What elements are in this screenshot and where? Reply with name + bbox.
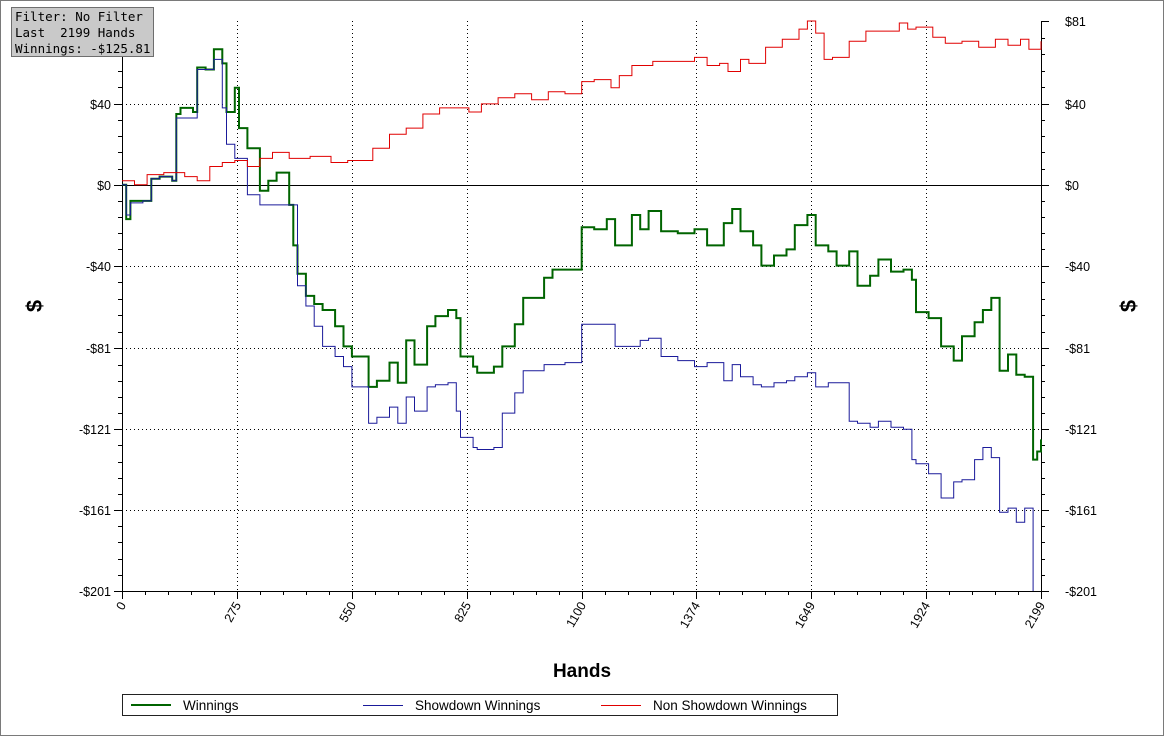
y-tick-label-right: -$40 (1065, 260, 1090, 274)
y-axis-label-right: $ (1116, 300, 1141, 312)
y-tick-label-right: $81 (1065, 15, 1086, 29)
y-tick-label-left: $0 (97, 179, 111, 193)
legend-label-non-showdown: Non Showdown Winnings (653, 697, 807, 713)
x-tick-label: 2199 (1022, 599, 1048, 630)
x-tick-label: 1374 (677, 599, 703, 630)
y-axis-label-left: $ (22, 300, 47, 312)
y-tick-label-left: -$40 (86, 260, 111, 274)
y-tick-label-left: -$121 (79, 423, 111, 437)
series-line-showdown (122, 58, 1034, 591)
chart-legend: Winnings Showdown Winnings Non Showdown … (122, 694, 838, 716)
x-tick-label: 275 (222, 599, 245, 624)
y-tick-label-left: -$81 (86, 342, 111, 356)
series-line-winnings (122, 48, 1042, 461)
y-tick-label-right: $0 (1065, 179, 1079, 193)
filter-label: Filter: No Filter (15, 9, 143, 24)
x-tick-label: 550 (337, 599, 360, 624)
y-tick-label-right: -$201 (1065, 585, 1097, 599)
legend-label-winnings: Winnings (183, 697, 239, 713)
grid-lines (122, 21, 1041, 591)
y-tick-label-right: -$81 (1065, 342, 1090, 356)
legend-swatch-winnings (131, 704, 171, 706)
y-tick-label-right: -$161 (1065, 504, 1097, 518)
x-tick-label: 1924 (907, 599, 933, 630)
legend-item-showdown: Showdown Winnings (363, 695, 540, 715)
axes: 027555082511001374164919242199$81$81$40$… (79, 15, 1097, 631)
x-axis-label: Hands (553, 661, 611, 682)
y-tick-label-left: -$201 (79, 585, 111, 599)
y-tick-label-right: -$121 (1065, 423, 1097, 437)
x-tick-label: 1649 (792, 599, 818, 630)
legend-item-non-showdown: Non Showdown Winnings (601, 695, 807, 715)
x-tick-label: 825 (452, 599, 475, 624)
legend-item-winnings: Winnings (131, 695, 239, 715)
legend-label-showdown: Showdown Winnings (415, 697, 541, 713)
legend-swatch-non-showdown (601, 704, 641, 706)
winnings-total-label: Winnings: -$125.81 (15, 41, 151, 56)
legend-swatch-showdown (363, 704, 403, 706)
filter-info-box: Filter: No Filter Last 2199 Hands Winnin… (11, 7, 154, 57)
series-line-non-showdown (122, 20, 1042, 186)
x-tick-label: 0 (113, 599, 129, 612)
hands-count-label: Last 2199 Hands (15, 25, 136, 40)
y-tick-label-left: -$161 (79, 504, 111, 518)
series-lines (122, 20, 1042, 591)
y-tick-label-right: $40 (1065, 98, 1086, 112)
y-tick-label-left: $40 (90, 98, 111, 112)
x-tick-label: 1100 (564, 599, 590, 629)
